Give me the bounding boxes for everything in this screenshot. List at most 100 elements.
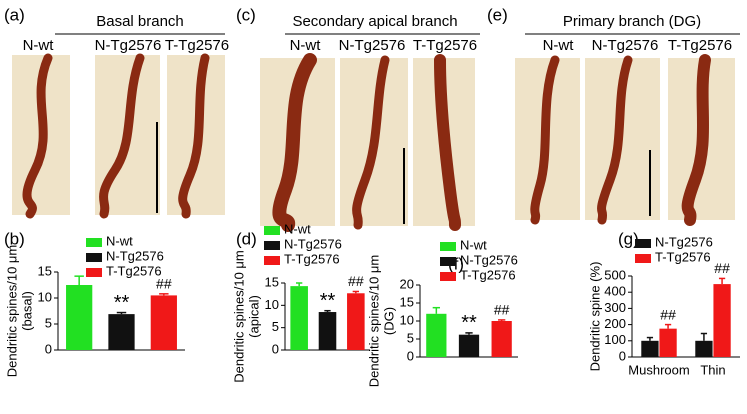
y-axis-label: (DG) [381,307,396,335]
panel-label: (e) [487,5,508,24]
y-axis-label: Dendritic spine (%) [587,262,602,372]
y-tick-label: 300 [604,300,626,315]
column-label: T-Tg2576 [668,37,732,54]
y-tick-label: 5 [45,315,52,330]
y-tick-label: 0 [45,341,52,356]
legend-swatch [86,268,102,277]
significance-label: ## [660,306,676,322]
y-axis-label: Dendritic spines/10 μm [231,250,246,383]
dendrite [434,54,461,231]
column-label: T-Tg2576 [413,37,477,54]
bar [695,340,713,357]
chart-label: (b) [4,229,25,248]
bar [713,284,731,357]
y-tick-label: 200 [604,316,626,331]
bar [659,328,677,357]
column-label: T-Tg2576 [165,37,229,54]
legend-label: N-wt [106,233,133,248]
legend-swatch [635,239,651,248]
y-tick-label: 10 [400,312,414,327]
charts: (b)Dendritic spines/10 μm (basal)051015N-… [4,221,740,387]
significance-label: ## [156,276,172,292]
legend-swatch [264,256,280,265]
legend-label: T-Tg2576 [655,249,711,264]
y-tick-label: 0 [272,341,279,356]
legend-label: T-Tg2576 [460,267,516,282]
dendrite [596,55,633,225]
significance-label: ** [114,292,130,314]
legend-label: N-Tg2576 [655,234,713,249]
significance-label: ## [348,273,364,289]
y-axis-label: (apical) [246,295,261,338]
column-label: N-wt [290,37,322,54]
legend-label: N-Tg2576 [460,252,518,267]
column-label: N-Tg2576 [339,37,406,54]
bar [318,312,337,350]
legend-swatch [86,253,102,262]
panel-title: Secondary apical branch [292,13,457,30]
y-axis-label: Dendritic spines/10 μm [366,255,381,388]
bar [150,295,177,350]
y-tick-label: 5 [272,319,279,334]
y-tick-label: 0 [407,348,414,363]
y-axis-label: (basal) [19,291,34,331]
panel-title: Primary branch (DG) [563,13,701,30]
micrographs [12,53,735,232]
panel-label: (a) [4,5,25,24]
y-tick-label: 400 [604,284,626,299]
dendrite [352,55,390,230]
significance-label: ** [461,312,477,334]
dendrite [272,53,317,232]
column-label: N-wt [543,37,575,54]
x-tick-label: Mushroom [628,362,689,377]
bar [66,285,93,350]
y-tick-label: 15 [38,263,52,278]
bar [108,314,135,350]
legend-label: N-Tg2576 [106,248,164,263]
panel-headers: (a) Basal branch N-wt N-Tg2576 T-Tg2576 (c) Se… [4,5,740,54]
y-axis-label: Dendritic spines/10 μm [4,245,19,378]
significance-label: ## [714,260,730,276]
legend-swatch [440,257,456,266]
legend-label: N-Tg2576 [284,236,342,251]
dendrite [99,53,145,219]
dendrite [530,55,560,225]
bar [641,340,659,357]
panel-label: (c) [236,5,256,24]
dendrite [178,53,210,219]
bar [290,286,308,350]
legend-label: T-Tg2576 [284,251,340,266]
dendrite [22,53,53,219]
bar [347,293,365,350]
legend-swatch [635,254,651,263]
y-tick-label: 10 [265,297,279,312]
bar [458,334,480,357]
y-tick-label: 15 [400,294,414,309]
significance-label: ## [494,302,510,318]
y-tick-label: 20 [400,276,414,291]
legend-label: T-Tg2576 [106,263,162,278]
legend-swatch [440,242,456,251]
y-tick-label: 0 [619,348,626,363]
legend-swatch [86,238,102,247]
legend-swatch [264,226,280,235]
legend-swatch [440,272,456,281]
legend-label: N-wt [284,221,311,236]
y-tick-label: 5 [407,330,414,345]
column-label: N-Tg2576 [592,37,659,54]
significance-label: ** [320,290,336,312]
column-label: N-wt [23,37,55,54]
bar [491,321,512,357]
bar [426,313,447,357]
dendrite [681,54,711,226]
y-tick-label: 10 [38,289,52,304]
y-tick-label: 500 [604,267,626,282]
chart-label: (d) [236,229,257,248]
legend-swatch [264,241,280,250]
y-tick-label: 100 [604,332,626,347]
panel-title: Basal branch [96,13,184,30]
y-tick-label: 15 [265,274,279,289]
x-tick-label: Thin [700,362,725,377]
legend-label: N-wt [460,237,487,252]
